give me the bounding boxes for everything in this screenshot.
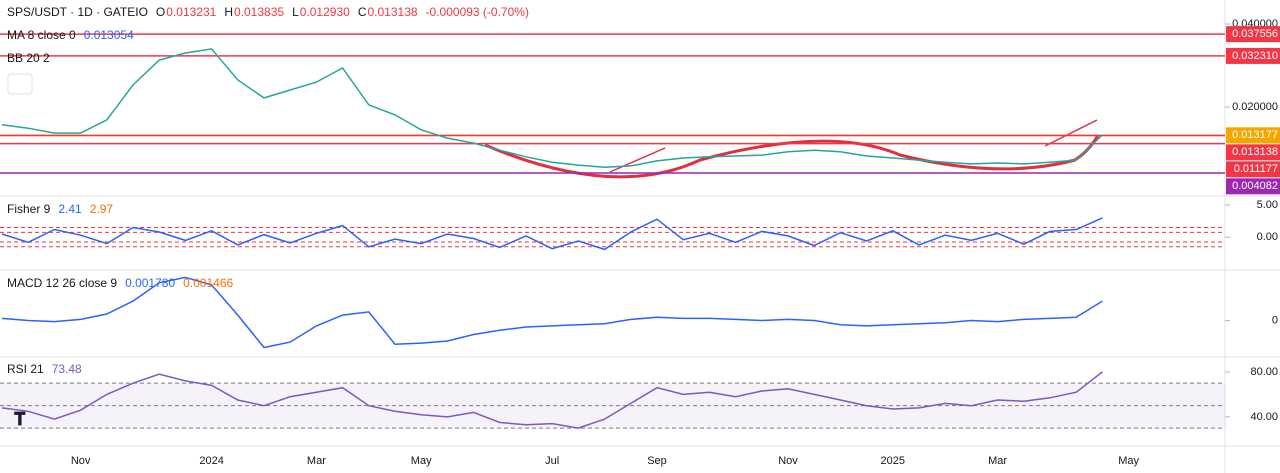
legend-value: 0.001466	[183, 276, 233, 290]
tv-logo: 𝐓	[14, 409, 26, 429]
legend-value: 2.41	[58, 202, 82, 216]
level-tag-label: 0.013138	[1232, 146, 1278, 158]
y-tick-label: 0.020000	[1232, 101, 1278, 113]
collapse-button[interactable]	[7, 73, 33, 95]
series-line	[1, 371, 1103, 429]
legend-value: 0.013835	[234, 5, 284, 19]
legend-value: 2.97	[90, 202, 114, 216]
legend-text: BB 20 2	[7, 51, 50, 65]
legend-label: Fisher 9	[7, 202, 51, 216]
x-tick-label: May	[1118, 455, 1139, 467]
legend-value: 0.013054	[84, 28, 134, 42]
legend-value: C	[358, 5, 367, 19]
x-tick-label: 2024	[199, 455, 223, 467]
level-tag-label: 0.011177	[1234, 163, 1278, 175]
legend-label: SPS/USDT · 1D · GATEIO	[7, 5, 148, 19]
series-line	[1, 217, 1103, 251]
legend-label: MA 8 close 0	[7, 28, 76, 42]
legend-value: 73.48	[52, 362, 82, 376]
x-tick-label: 2025	[881, 455, 905, 467]
level-tag-label: 0.004082	[1232, 180, 1278, 192]
legend-label: MACD 12 26 close 9	[7, 276, 117, 290]
legend-value: H	[224, 5, 233, 19]
level-tag-label: 0.013177	[1232, 129, 1278, 141]
legend-value: -0.000093 (-0.70%)	[426, 5, 529, 19]
legend-value: 0.012930	[300, 5, 350, 19]
series-line	[1, 48, 1103, 168]
series-line	[1, 276, 1103, 349]
legend-text: Fisher 9 2.41 2.97	[7, 202, 113, 216]
legend-text: MA 8 close 0 0.013054	[7, 28, 134, 42]
svg-text:𝐓: 𝐓	[14, 409, 26, 429]
level-tag	[1226, 161, 1280, 178]
legend-text: SPS/USDT · 1D · GATEIO O0.013231 H0.013835…	[7, 5, 529, 19]
level-tag	[1226, 178, 1280, 195]
y-tick-label: 40.00	[1250, 411, 1278, 423]
legend-value: 0.013138	[367, 5, 417, 19]
legend-value: O	[156, 5, 165, 19]
x-tick-label: Mar	[988, 455, 1007, 467]
y-tick-label: 0	[1272, 314, 1278, 326]
level-tag	[1226, 127, 1280, 144]
level-tag	[1226, 26, 1280, 43]
legend-text: MACD 12 26 close 9 0.001780 0.001466	[7, 276, 234, 290]
trend-drawing	[1044, 119, 1098, 147]
x-tick-label: Mar	[307, 455, 326, 467]
level-tag-label: 0.037556	[1232, 28, 1278, 40]
x-tick-label: Sep	[647, 455, 667, 467]
trend-drawing	[609, 147, 666, 173]
y-tick-label: 80.00	[1250, 366, 1278, 378]
x-tick-label: Nov	[71, 455, 91, 467]
legend-value: 0.001780	[125, 276, 175, 290]
level-tag	[1226, 47, 1280, 64]
legend-text: RSI 21 73.48	[7, 362, 82, 376]
level-tag	[1226, 144, 1280, 161]
legend-value: 0.013231	[166, 5, 216, 19]
legend-label: RSI 21	[7, 362, 44, 376]
x-tick-label: Nov	[778, 455, 798, 467]
level-tag-label: 0.032310	[1232, 50, 1278, 62]
y-tick-label: 5.00	[1257, 199, 1278, 211]
legend-value: L	[292, 5, 299, 19]
x-tick-label: Jul	[545, 455, 559, 467]
x-tick-label: May	[411, 455, 432, 467]
legend-label: BB 20 2	[7, 51, 50, 65]
y-tick-label: 0.00	[1257, 231, 1278, 243]
